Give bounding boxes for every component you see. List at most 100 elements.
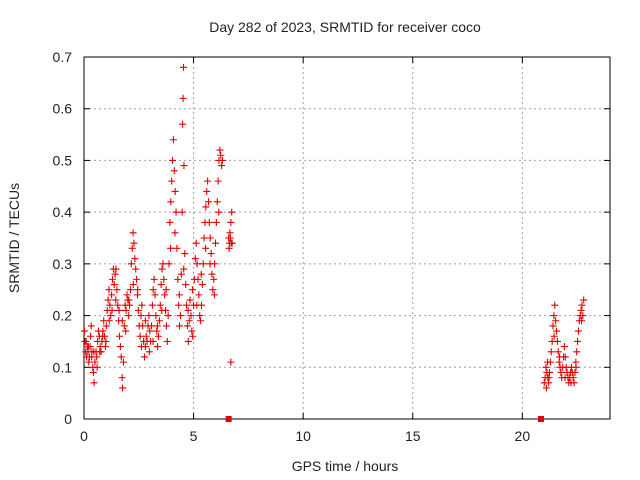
data-point bbox=[215, 208, 223, 216]
data-point bbox=[195, 291, 203, 299]
data-point bbox=[197, 270, 205, 278]
data-point bbox=[140, 353, 148, 361]
data-point bbox=[166, 218, 174, 226]
data-point bbox=[552, 317, 560, 325]
data-point bbox=[128, 244, 136, 252]
data-point bbox=[134, 286, 142, 294]
data-point bbox=[164, 312, 172, 320]
data-point bbox=[180, 63, 188, 71]
data-point bbox=[169, 156, 177, 164]
data-point bbox=[145, 348, 153, 356]
data-point bbox=[130, 239, 138, 247]
data-point bbox=[206, 260, 214, 268]
data-point bbox=[181, 250, 189, 258]
data-point bbox=[123, 291, 131, 299]
data-point bbox=[554, 348, 562, 356]
data-point bbox=[110, 281, 118, 289]
data-point bbox=[216, 146, 224, 154]
data-point bbox=[160, 275, 168, 283]
data-point bbox=[153, 322, 161, 330]
data-point bbox=[88, 353, 96, 361]
data-point bbox=[113, 286, 121, 294]
data-point bbox=[180, 265, 188, 273]
data-point bbox=[206, 234, 214, 242]
y-tick-label: 0.5 bbox=[53, 152, 73, 168]
data-point bbox=[177, 270, 185, 278]
data-point bbox=[218, 162, 226, 170]
data-point bbox=[87, 322, 95, 330]
data-point bbox=[193, 260, 201, 268]
data-point bbox=[199, 260, 207, 268]
data-point bbox=[542, 384, 550, 392]
data-point bbox=[82, 337, 90, 345]
data-point bbox=[148, 322, 156, 330]
data-point bbox=[114, 301, 122, 309]
data-point bbox=[202, 203, 210, 211]
data-point bbox=[96, 348, 104, 356]
data-point bbox=[203, 187, 211, 195]
data-point bbox=[569, 374, 577, 382]
data-point bbox=[574, 327, 582, 335]
data-point bbox=[93, 363, 101, 371]
data-point bbox=[542, 363, 550, 371]
data-point bbox=[219, 156, 227, 164]
data-point bbox=[553, 337, 561, 345]
data-point bbox=[170, 167, 178, 175]
data-point bbox=[105, 286, 113, 294]
data-point bbox=[176, 322, 184, 330]
data-point bbox=[171, 229, 179, 237]
data-point bbox=[158, 306, 166, 314]
y-tick-label: 0.6 bbox=[53, 101, 73, 117]
y-axis-label: SRMTID / TECUs bbox=[6, 183, 22, 293]
y-tick-label: 0.4 bbox=[53, 204, 73, 220]
data-point bbox=[157, 281, 165, 289]
data-points bbox=[80, 63, 588, 392]
data-point bbox=[175, 301, 183, 309]
data-point bbox=[137, 343, 145, 351]
data-point bbox=[168, 177, 176, 185]
data-point bbox=[193, 301, 201, 309]
data-point bbox=[551, 301, 559, 309]
data-point bbox=[122, 327, 130, 335]
data-point bbox=[184, 306, 192, 314]
data-point bbox=[162, 322, 170, 330]
data-point bbox=[210, 291, 218, 299]
data-point bbox=[85, 358, 93, 366]
data-point bbox=[155, 332, 163, 340]
data-point bbox=[212, 239, 219, 247]
data-point bbox=[557, 368, 565, 376]
x-tick-label: 0 bbox=[80, 428, 88, 444]
data-point bbox=[108, 291, 116, 299]
data-point bbox=[209, 286, 217, 294]
data-point bbox=[210, 275, 218, 283]
data-point bbox=[567, 379, 575, 387]
data-point bbox=[578, 301, 586, 309]
data-point bbox=[196, 312, 204, 320]
data-point bbox=[111, 270, 119, 278]
data-point bbox=[158, 265, 166, 273]
data-point bbox=[99, 332, 107, 340]
data-point bbox=[161, 291, 169, 299]
grid-layer bbox=[84, 57, 610, 419]
data-point bbox=[175, 291, 183, 299]
data-point bbox=[579, 312, 587, 320]
data-point bbox=[173, 244, 181, 252]
data-point bbox=[107, 312, 115, 320]
data-point bbox=[227, 358, 235, 366]
data-point bbox=[213, 198, 221, 206]
data-point bbox=[204, 177, 212, 185]
data-point bbox=[176, 312, 184, 320]
data-point bbox=[102, 337, 110, 345]
data-point bbox=[154, 343, 162, 351]
data-point bbox=[573, 348, 581, 356]
data-point bbox=[151, 291, 159, 299]
data-point bbox=[226, 234, 234, 242]
data-point bbox=[172, 208, 180, 216]
data-point bbox=[200, 234, 208, 242]
data-point bbox=[202, 244, 210, 252]
data-point bbox=[578, 317, 586, 325]
data-point bbox=[90, 348, 98, 356]
data-point bbox=[549, 322, 557, 330]
data-point bbox=[194, 275, 202, 283]
data-point bbox=[556, 353, 564, 361]
